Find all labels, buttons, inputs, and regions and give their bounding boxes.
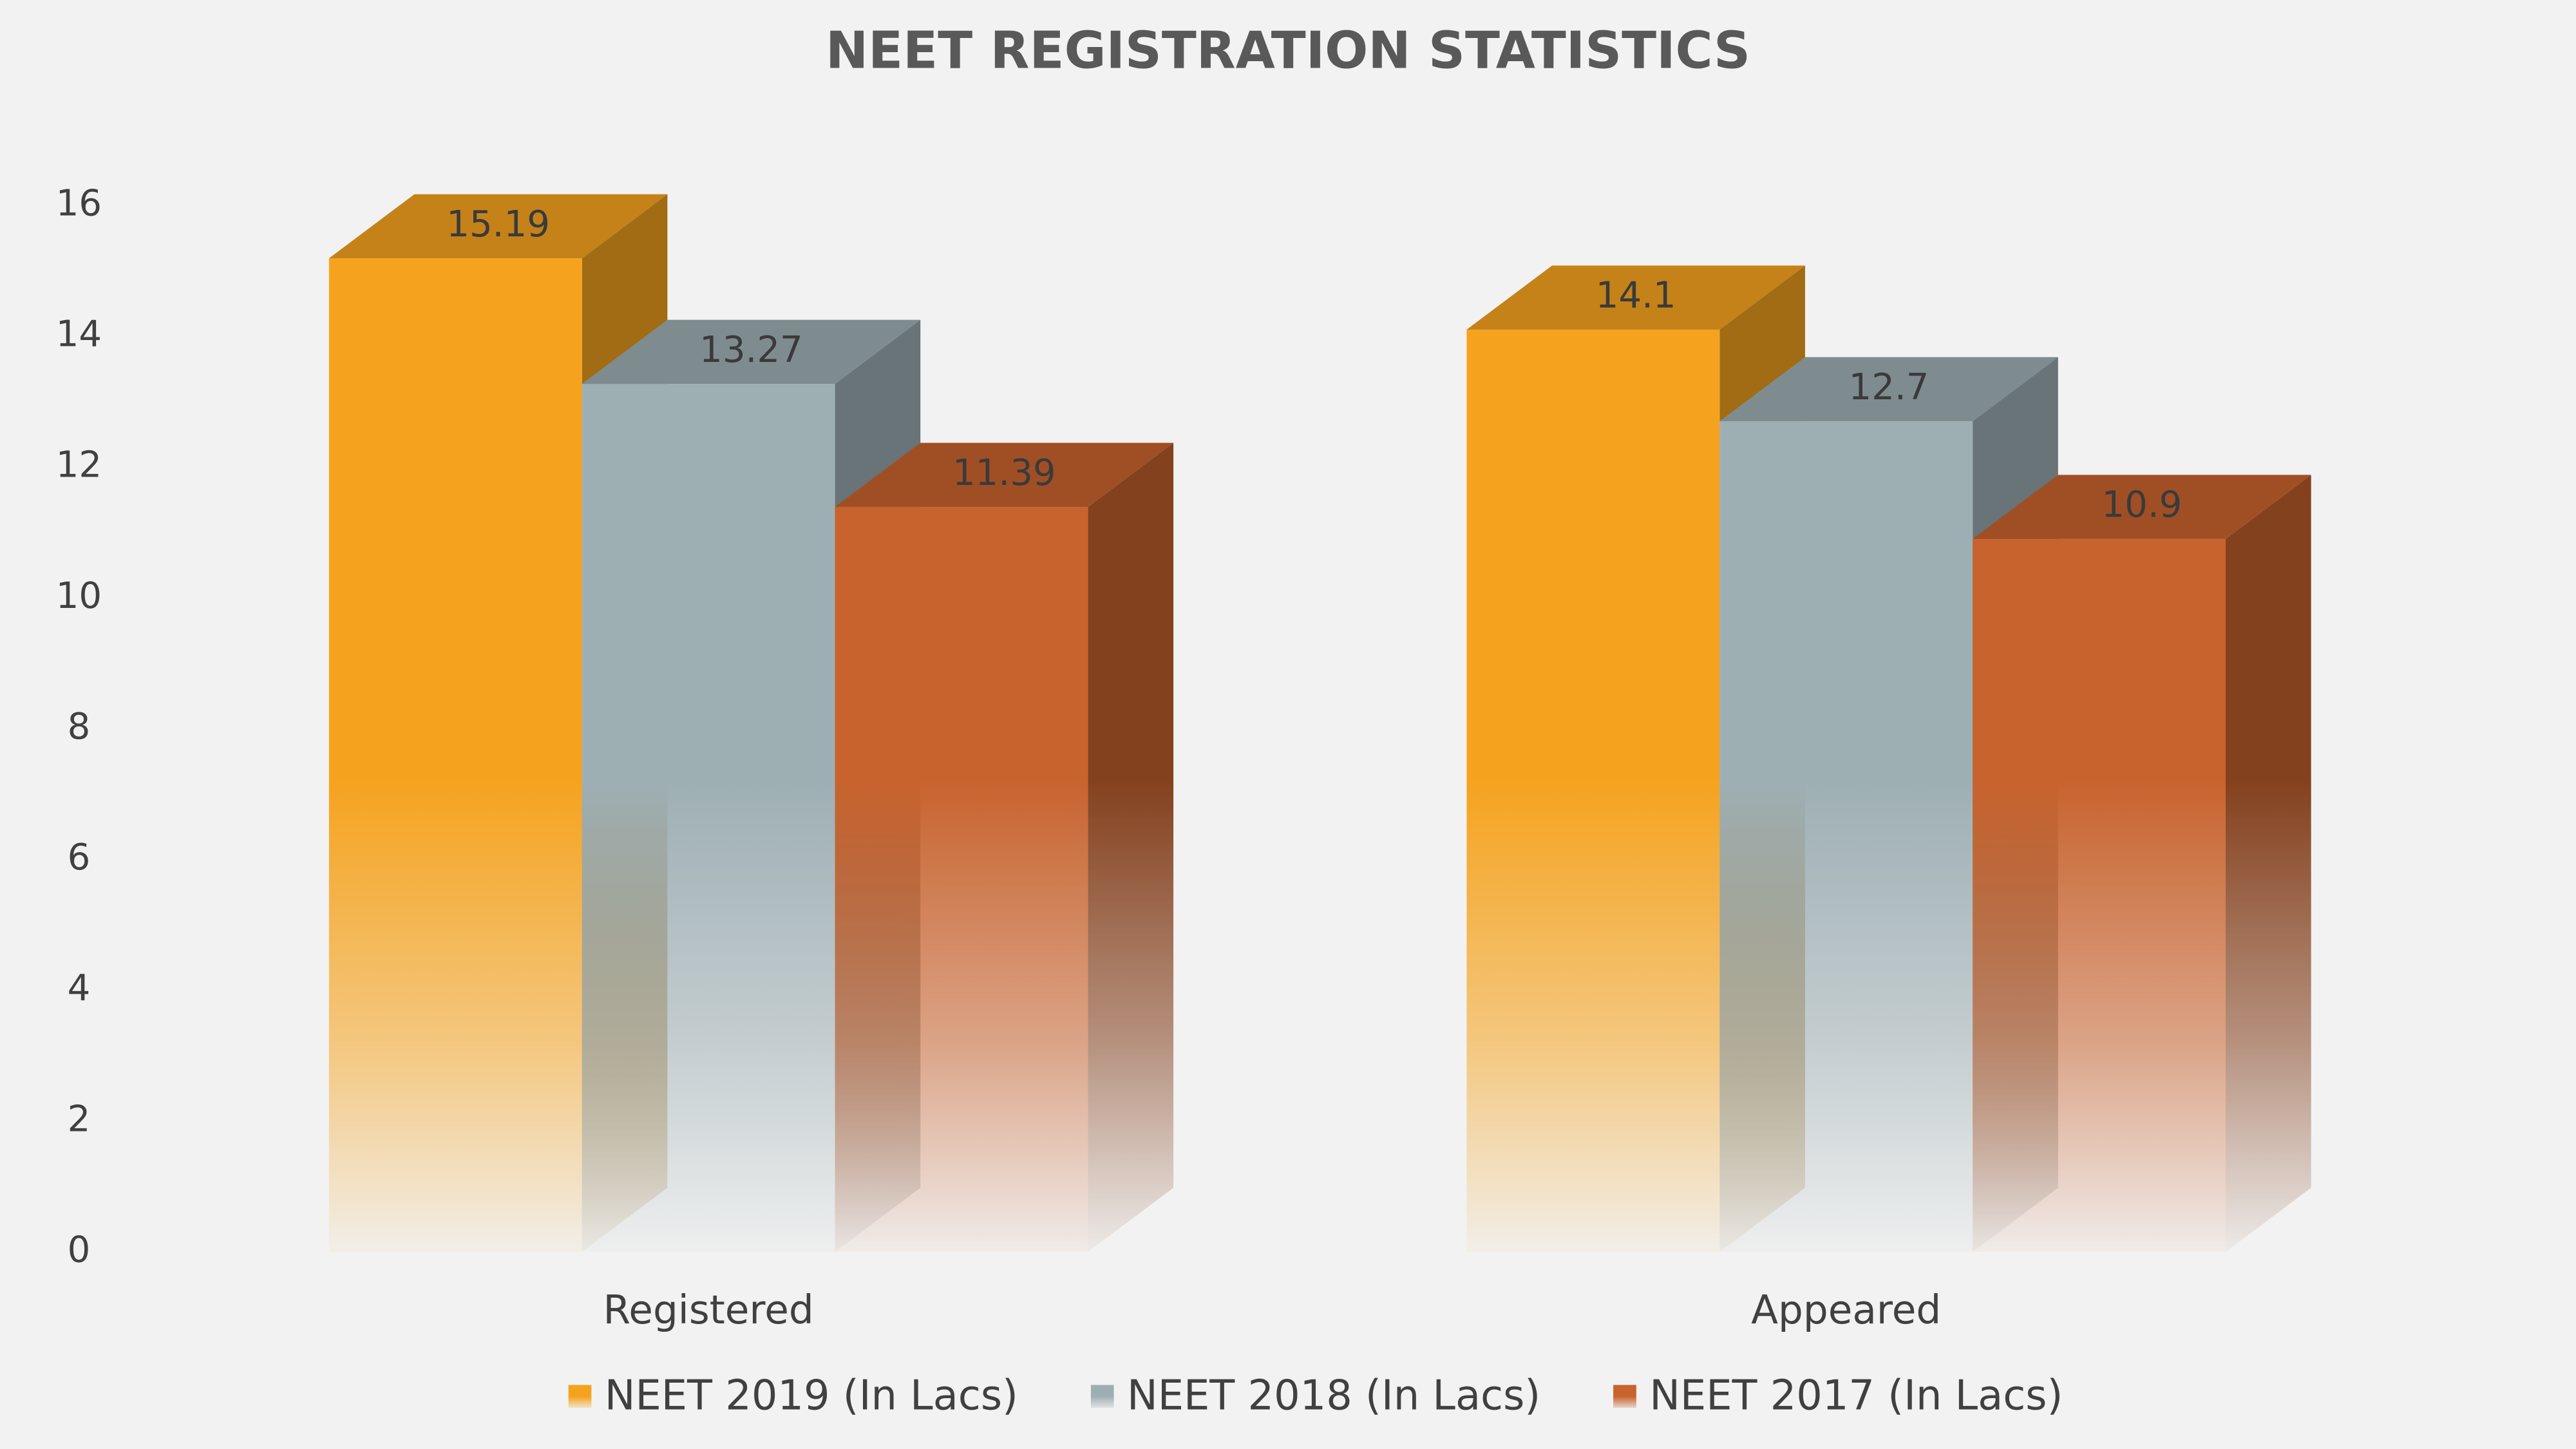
y-tick-label: 8 — [68, 706, 91, 748]
legend-label: NEET 2018 (In Lacs) — [1127, 1372, 1540, 1419]
bar-top — [328, 194, 668, 259]
bar-front — [582, 384, 835, 1252]
value-label: 12.7 — [1849, 366, 1929, 408]
bar-top — [1466, 265, 1805, 330]
legend-label: NEET 2017 (In Lacs) — [1649, 1372, 2063, 1419]
bar — [835, 442, 1174, 1252]
bar-top — [1973, 475, 2311, 539]
y-tick-label: 0 — [68, 1229, 91, 1271]
chart-title: NEET REGISTRATION STATISTICS — [826, 21, 1750, 80]
bar-side — [1088, 442, 1174, 1252]
legend-swatch — [568, 1385, 592, 1408]
legend-swatch — [1090, 1385, 1114, 1408]
y-tick-label: 14 — [56, 314, 102, 355]
bar-top — [835, 442, 1174, 507]
value-label: 13.27 — [699, 329, 803, 371]
x-tick-label: Appeared — [1751, 1287, 1941, 1333]
y-tick-label: 16 — [56, 183, 102, 225]
y-tick-label: 12 — [56, 444, 102, 486]
bar-front — [1466, 329, 1720, 1252]
value-label: 10.9 — [2101, 484, 2182, 526]
bar-front — [1973, 538, 2226, 1252]
y-tick-label: 4 — [68, 967, 91, 1009]
bar-front — [1719, 421, 1973, 1252]
value-label: 14.1 — [1596, 275, 1676, 317]
bar-side — [2225, 475, 2311, 1252]
y-tick-label: 10 — [56, 575, 102, 617]
bar-front — [835, 507, 1088, 1252]
bar-top — [1719, 357, 2058, 422]
y-tick-label: 6 — [68, 837, 91, 878]
legend-label: NEET 2019 (In Lacs) — [605, 1372, 1018, 1419]
bar — [1973, 475, 2311, 1252]
legend-swatch — [1613, 1385, 1636, 1408]
y-tick-label: 2 — [68, 1098, 91, 1140]
value-label: 11.39 — [952, 452, 1056, 494]
bar-top — [582, 319, 921, 384]
x-tick-label: Registered — [603, 1287, 814, 1333]
bar-front — [328, 258, 582, 1252]
value-label: 15.19 — [446, 204, 550, 245]
